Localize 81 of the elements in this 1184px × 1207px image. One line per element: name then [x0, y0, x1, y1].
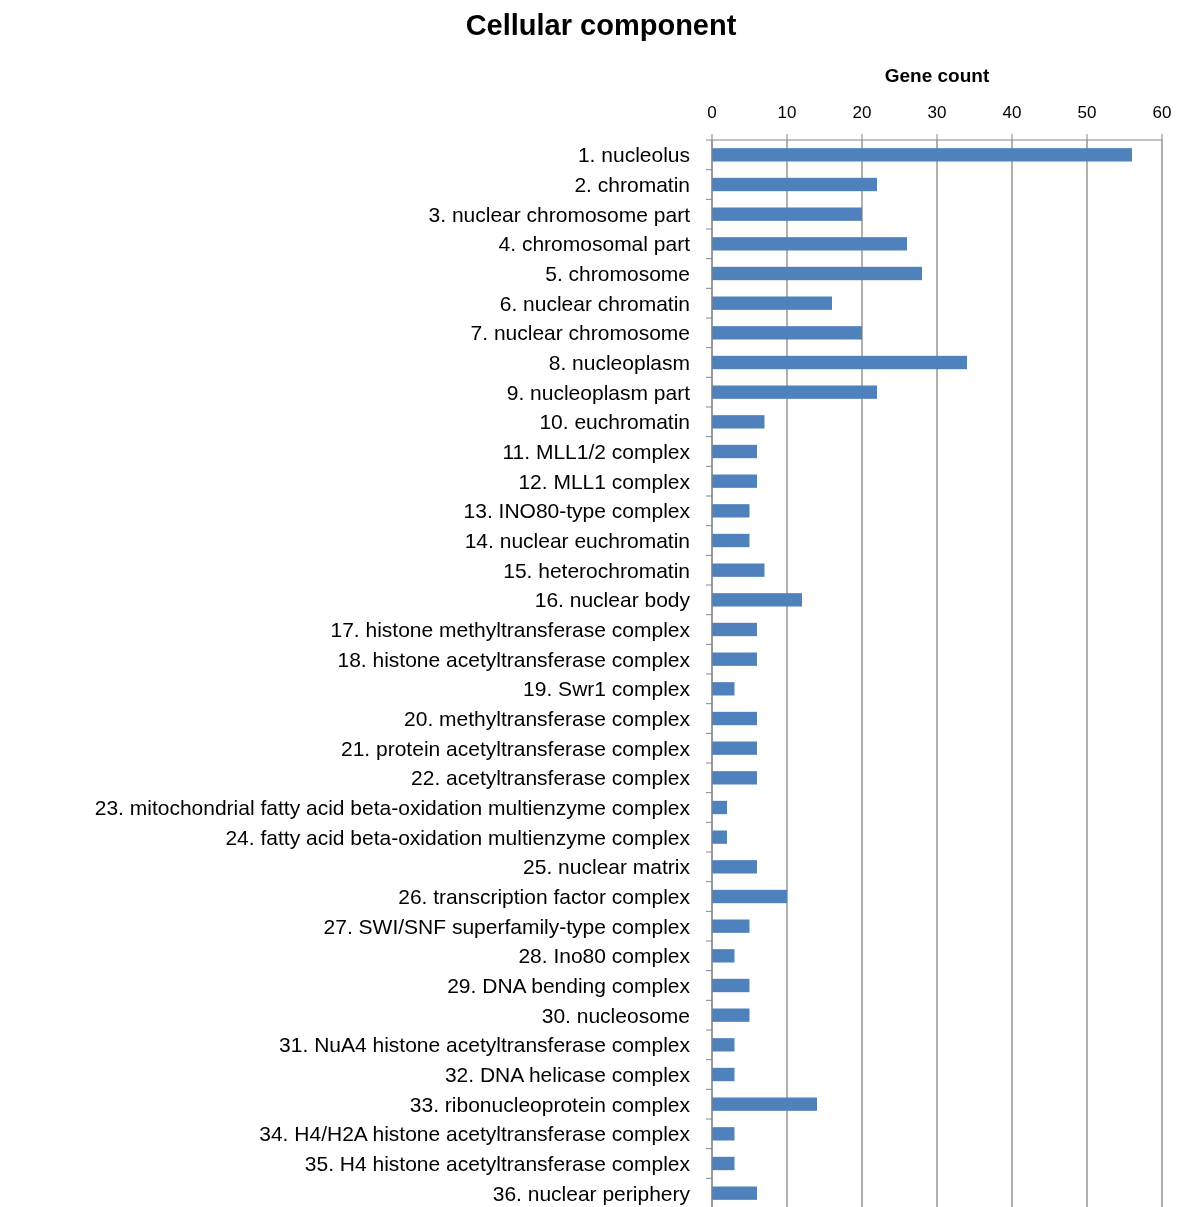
bar — [712, 207, 862, 221]
y-tick-label: 25. nuclear matrix — [523, 855, 691, 879]
x-tick-label: 60 — [1152, 103, 1172, 122]
y-tick-label: 3. nuclear chromosome part — [428, 202, 691, 226]
bar — [712, 1186, 757, 1200]
y-tick-label: 12. MLL1 complex — [518, 469, 691, 493]
bar — [712, 1067, 735, 1082]
y-tick-label: 36. nuclear periphery — [492, 1181, 691, 1205]
bar — [712, 682, 735, 696]
y-tick-label: 9. nucleoplasm part — [506, 380, 691, 404]
bar — [712, 919, 750, 933]
bar — [712, 741, 757, 755]
y-tick-label: 6. nuclear chromatin — [499, 291, 690, 315]
y-tick-label: 16. nuclear body — [534, 588, 691, 612]
bar — [712, 978, 750, 993]
bar — [712, 711, 757, 726]
bar — [712, 1097, 817, 1111]
y-tick-label: 15. heterochromatin — [503, 558, 690, 582]
bar — [712, 652, 757, 666]
bar — [712, 326, 862, 340]
y-tick-label: 7. nuclear chromosome — [470, 321, 690, 345]
bar — [712, 1127, 735, 1141]
y-tick-label: 30. nucleosome — [541, 1003, 690, 1027]
bar — [712, 444, 757, 459]
y-tick-label: 19. Swr1 complex — [523, 677, 691, 701]
y-tick-label: 8. nucleoplasm — [548, 350, 690, 374]
x-tick-label: 30 — [927, 103, 947, 122]
y-tick-label: 18. histone acetyltransferase complex — [337, 647, 691, 671]
y-tick-label: 33. ribonucleoprotein complex — [409, 1092, 691, 1116]
y-tick-label: 24. fatty acid beta-oxidation multienzyme complex — [225, 825, 691, 849]
y-tick-label: 29. DNA bending complex — [447, 973, 691, 997]
y-tick-label: 11. MLL1/2 complex — [502, 439, 691, 463]
bar — [712, 563, 765, 577]
y-tick-label: 13. INO80-type complex — [463, 499, 691, 523]
y-tick-label: 10. euchromatin — [539, 410, 690, 434]
chart-title: Cellular component — [465, 9, 737, 41]
bar — [712, 266, 922, 281]
x-tick-label: 50 — [1077, 103, 1097, 122]
bar — [712, 1008, 750, 1022]
bar — [712, 949, 735, 963]
y-tick-label: 23. mitochondrial fatty acid beta-oxidation multienzyme complex — [94, 795, 691, 819]
bar — [712, 415, 765, 429]
bar — [712, 622, 757, 637]
bar — [712, 771, 757, 785]
bar — [712, 237, 907, 251]
y-tick-label: 35. H4 histone acetyltransferase complex — [304, 1151, 691, 1175]
bar — [712, 355, 967, 370]
bar — [712, 504, 750, 518]
x-tick-label: 10 — [777, 103, 797, 122]
y-tick-label: 1. nucleolus — [577, 143, 690, 167]
y-tick-label: 32. DNA helicase complex — [444, 1062, 691, 1086]
y-tick-label: 14. nuclear euchromatin — [464, 528, 690, 552]
bar — [712, 830, 727, 844]
bar — [712, 860, 757, 874]
y-tick-label: 28. Ino80 complex — [518, 944, 691, 968]
y-tick-label: 17. histone methyltransferase complex — [330, 617, 691, 641]
y-tick-label: 5. chromosome — [545, 261, 690, 285]
bar — [712, 148, 1132, 162]
bar — [712, 800, 727, 815]
y-tick-label: 27. SWI/SNF superfamily-type complex — [323, 914, 691, 938]
x-axis-title: Gene count — [884, 65, 990, 86]
bar — [712, 593, 802, 607]
y-tick-label: 22. acetyltransferase complex — [411, 766, 691, 790]
bar — [712, 385, 877, 399]
y-tick-label: 2. chromatin — [574, 172, 690, 196]
y-tick-label: 21. protein acetyltransferase complex — [340, 736, 691, 760]
bar — [712, 533, 750, 548]
bar — [712, 296, 832, 310]
y-tick-label: 4. chromosomal part — [498, 232, 691, 256]
y-tick-label: 31. NuA4 histone acetyltransferase complex — [279, 1033, 691, 1057]
x-tick-label: 20 — [852, 103, 872, 122]
bar — [712, 889, 787, 904]
bar — [712, 474, 757, 488]
y-tick-label: 34. H4/H2A histone acetyltransferase complex — [259, 1122, 691, 1146]
y-tick-label: 20. methyltransferase complex — [404, 706, 691, 730]
bar — [712, 177, 877, 192]
bar — [712, 1156, 735, 1171]
y-tick-label: 26. transcription factor complex — [398, 884, 691, 908]
x-tick-label: 40 — [1002, 103, 1022, 122]
x-tick-label: 0 — [707, 103, 717, 122]
bar — [712, 1038, 735, 1052]
